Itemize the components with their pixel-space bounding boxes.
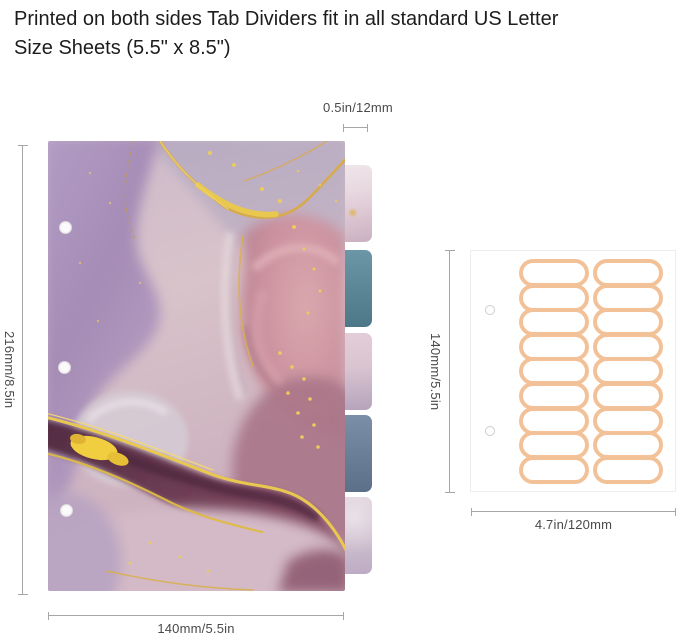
divider-width-dimension-label: 140mm/5.5in — [157, 621, 235, 636]
sheet-hole — [485, 426, 495, 436]
divider-width-dimension-line — [48, 612, 344, 620]
sheet-hole — [485, 305, 495, 315]
sticker-label — [519, 382, 589, 410]
divider-height-dimension-line — [18, 145, 28, 595]
sheet-width-dimension-line — [471, 508, 676, 516]
divider-hole — [59, 503, 73, 517]
sticker-label — [519, 431, 589, 460]
sticker-label — [593, 308, 663, 337]
sheet-width-dimension-label: 4.7in/120mm — [534, 517, 613, 532]
sheet-height-dimension-label: 140mm/5.5in — [428, 332, 443, 411]
sticker-label — [519, 308, 589, 337]
divider-hole — [57, 360, 71, 374]
sticker-label — [593, 259, 663, 287]
tab-width-dimension-line — [343, 124, 368, 132]
sticker-label — [593, 431, 663, 460]
sticker-label — [519, 455, 589, 484]
sheet-height-dimension-line — [445, 250, 455, 493]
sticker-sheet — [470, 250, 676, 492]
divider-hole — [58, 220, 72, 234]
tab-width-dimension-label: 0.5in/12mm — [323, 100, 393, 115]
divider-marble-artwork — [48, 141, 345, 591]
divider-sheet — [48, 141, 345, 591]
sticker-label — [519, 259, 589, 287]
sticker-label — [593, 382, 663, 410]
divider-height-dimension-label: 216mm/8.5in — [2, 331, 17, 409]
page-title: Printed on both sides Tab Dividers fit i… — [14, 8, 559, 59]
sticker-label — [593, 455, 663, 484]
